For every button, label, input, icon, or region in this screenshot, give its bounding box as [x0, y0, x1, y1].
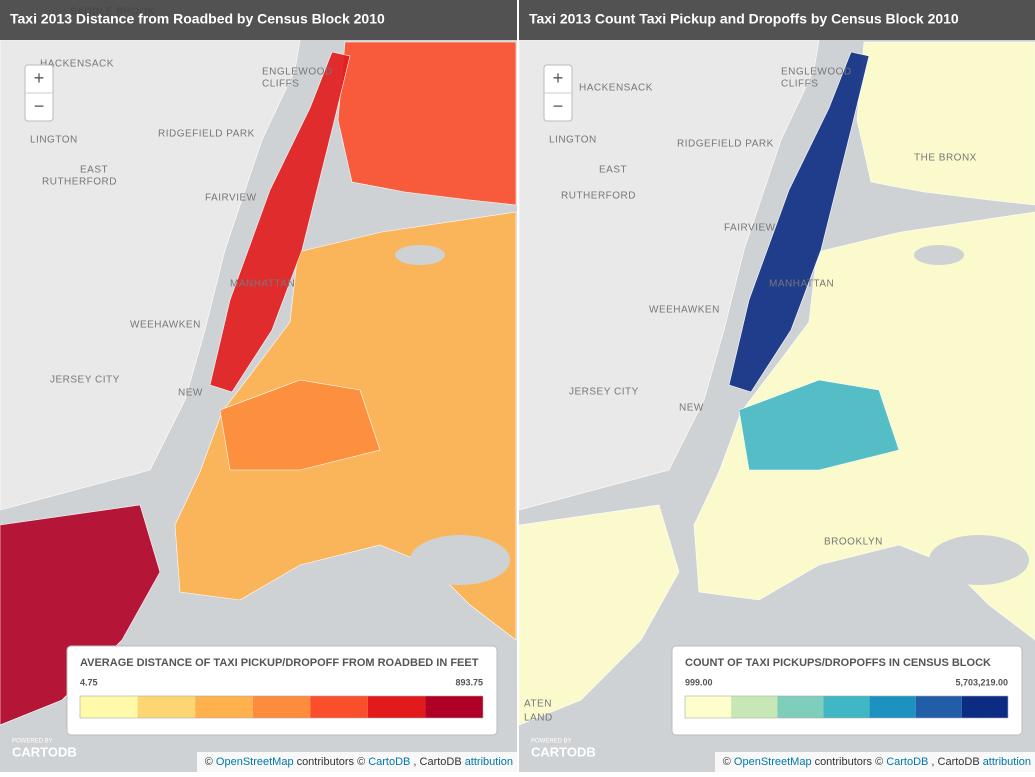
title-bar	[519, 0, 1035, 40]
attribution-link[interactable]: attribution	[465, 756, 513, 768]
legend-ramp-border	[684, 695, 1009, 719]
legend-swatch	[869, 696, 916, 718]
attribution-link[interactable]: OpenStreetMap	[216, 756, 294, 768]
place-label: WEEHAWKEN	[130, 320, 201, 331]
place-label: ATEN	[524, 699, 552, 710]
borough	[856, 41, 1035, 206]
cartodb-logo: CARTODB	[12, 744, 77, 759]
powered-by: POWERED BY	[531, 739, 572, 745]
place-label: LINGTON	[30, 135, 78, 146]
place-label: RIDGEFIELD PARK	[677, 139, 774, 150]
legend-title: AVERAGE DISTANCE OF TAXI PICKUP/DROPOFF …	[80, 657, 479, 669]
legend-swatch	[425, 696, 483, 718]
place-label: BROOKLYN	[824, 537, 883, 548]
place-label: WEEHAWKEN	[649, 305, 720, 316]
zoom-in[interactable]: +	[34, 68, 45, 88]
cartodb-logo: CARTODB	[531, 744, 596, 759]
borough	[728, 51, 870, 393]
place-label: RUTHERFORD	[561, 191, 636, 202]
attribution-text: contributors ©	[297, 756, 366, 768]
borough	[337, 41, 517, 206]
attribution-link[interactable]: CartoDB	[368, 756, 410, 768]
place-label: ENGLEWOOD	[781, 67, 852, 78]
place-label: THE BRONX	[914, 153, 977, 164]
legend-swatch	[80, 696, 138, 718]
place-label: MANHATTAN	[769, 279, 834, 290]
place-label: NEW	[178, 388, 203, 399]
legend-max: 5,703,219.00	[955, 677, 1008, 687]
place-label: MANHATTAN	[230, 279, 295, 290]
legend-swatch	[685, 696, 732, 718]
legend-swatch	[310, 696, 368, 718]
land	[518, 39, 820, 511]
place-label: EAST	[599, 165, 627, 176]
legend-title: COUNT OF TAXI PICKUPS/DROPOFFS IN CENSUS…	[685, 657, 991, 669]
attribution-link[interactable]: attribution	[983, 756, 1031, 768]
zoom-out[interactable]: −	[34, 96, 45, 116]
attribution: © OpenStreetMap contributors © CartoDB, Car…	[205, 756, 513, 768]
place-label: CLIFFS	[262, 79, 299, 90]
legend-min: 4.75	[80, 677, 98, 687]
attribution-link[interactable]: CartoDB	[886, 756, 928, 768]
legend-swatch	[252, 696, 311, 718]
title-bar	[0, 0, 517, 40]
place-label: NEW	[679, 403, 704, 414]
attribution-text: contributors ©	[815, 756, 884, 768]
legend-swatch	[367, 696, 426, 718]
place-label: CLIFFS	[781, 79, 818, 90]
attribution-text: ©	[205, 756, 213, 768]
place-label: FAIRVIEW	[724, 223, 776, 234]
borough	[518, 504, 680, 726]
legend-ramp-border	[79, 695, 484, 719]
place-label: JERSEY CITY	[569, 387, 639, 398]
attribution-text: , CartoDB	[413, 756, 461, 768]
place-label: HACKENSACK	[40, 59, 114, 70]
borough	[219, 379, 381, 471]
powered-by: POWERED BY	[12, 739, 53, 745]
borough	[209, 51, 351, 393]
attribution: © OpenStreetMap contributors © CartoDB, Car…	[723, 756, 1031, 768]
legend-min: 999.00	[685, 677, 713, 687]
legend-swatch	[915, 696, 962, 718]
attribution-text: , CartoDB	[931, 756, 979, 768]
map-panel: SADDLE BROOKHACKENSACKENGLEWOODCLIFFSRID…	[0, 0, 517, 772]
legend-max: 893.75	[455, 677, 483, 687]
map-title: Taxi 2013 Distance from Roadbed by Censu…	[10, 11, 385, 27]
borough	[0, 504, 161, 726]
reservoir	[914, 245, 964, 265]
attribution-link[interactable]: OpenStreetMap	[734, 756, 812, 768]
legend-swatch	[823, 696, 870, 718]
place-label: LINGTON	[549, 135, 597, 146]
attribution-bar	[197, 752, 517, 772]
legend-swatch	[731, 696, 778, 718]
place-label: EAST	[80, 165, 108, 176]
place-label: RIDGEFIELD PARK	[158, 129, 255, 140]
legend-swatch	[961, 696, 1008, 718]
legend-swatch	[137, 696, 196, 718]
legend-swatch	[777, 696, 824, 718]
zoom-in[interactable]: +	[553, 68, 564, 88]
place-label: FAIRVIEW	[205, 193, 257, 204]
bay	[410, 535, 510, 585]
place-label: JERSEY CITY	[50, 375, 120, 386]
legend-swatch	[195, 696, 253, 718]
map-title: Taxi 2013 Count Taxi Pickup and Dropoffs…	[529, 11, 959, 27]
reservoir	[395, 245, 445, 265]
borough	[738, 379, 900, 471]
bay	[929, 535, 1029, 585]
zoom-out[interactable]: −	[553, 96, 564, 116]
attribution-text: ©	[723, 756, 731, 768]
place-label: HACKENSACK	[579, 83, 653, 94]
land	[0, 39, 301, 511]
place-label: LAND	[524, 713, 553, 724]
attribution-bar	[715, 752, 1035, 772]
place-label: ENGLEWOOD	[262, 67, 333, 78]
place-label: RUTHERFORD	[42, 177, 117, 188]
